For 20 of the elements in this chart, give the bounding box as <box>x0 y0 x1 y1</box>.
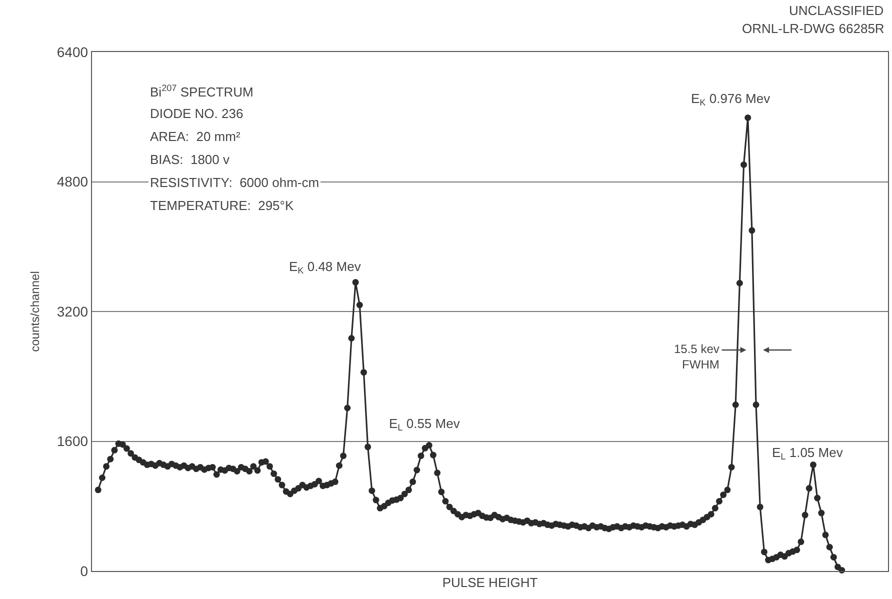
annotation: Bi$^{207}$ SPECTRUM <box>150 83 254 100</box>
annotation: E$_{L}$ 1.05 Mev <box>772 445 844 462</box>
y-tick-label: 6400 <box>56 44 88 60</box>
text: UNCLASSIFIED <box>789 3 884 18</box>
annotation: TEMPERATURE: 295°K <box>150 198 294 213</box>
annotation: BIAS: 1800 v <box>150 152 230 167</box>
y-axis-title: counts/channel <box>28 271 42 352</box>
text: ORNL-LR-DWG 66285R <box>742 21 884 36</box>
y-tick-label: 4800 <box>56 174 88 190</box>
annotation: E$_{L}$ 0.55 Mev <box>389 416 460 433</box>
x-axis-title: PULSE HEIGHT <box>442 575 538 590</box>
y-tick-label: 3200 <box>56 303 88 320</box>
annotation: RESISTIVITY: 6000 ohm-cm <box>150 175 320 190</box>
y-tick-label: 1600 <box>56 433 88 450</box>
annotation: E$_{K}$ 0.976 Mev <box>691 91 771 108</box>
annotation: DIODE NO. 236 <box>150 106 244 121</box>
annotation: AREA: 20 mm² <box>150 129 241 144</box>
annotation: E$_{K}$ 0.48 Mev <box>289 259 362 276</box>
y-tick-label: 0 <box>80 562 88 579</box>
annotation: 15.5 kev FWHM <box>674 342 720 372</box>
